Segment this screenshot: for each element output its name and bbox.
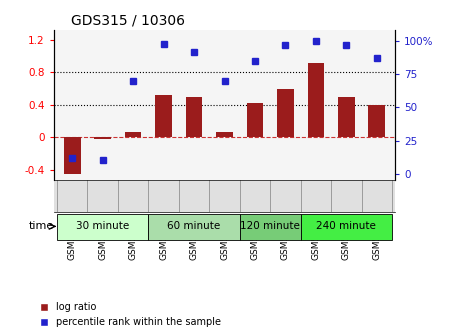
Bar [185,97,202,137]
Bar [57,214,148,241]
Text: 240 minute: 240 minute [317,221,376,232]
Text: 120 minute: 120 minute [240,221,300,232]
Bar [216,132,233,137]
Text: time: time [29,221,54,232]
Bar [155,95,172,137]
Bar [338,97,355,137]
Bar [240,214,301,241]
Text: 30 minute: 30 minute [76,221,129,232]
Bar [369,105,385,137]
Bar [308,63,324,137]
Bar [277,89,294,137]
Text: GDS315 / 10306: GDS315 / 10306 [71,14,185,28]
Bar [125,132,141,137]
Bar [247,103,264,137]
Bar [94,137,111,139]
Legend: log ratio, percentile rank within the sample: log ratio, percentile rank within the sa… [36,298,224,331]
Text: 60 minute: 60 minute [167,221,220,232]
Bar [148,214,240,241]
Bar [64,137,80,174]
Bar [301,214,392,241]
